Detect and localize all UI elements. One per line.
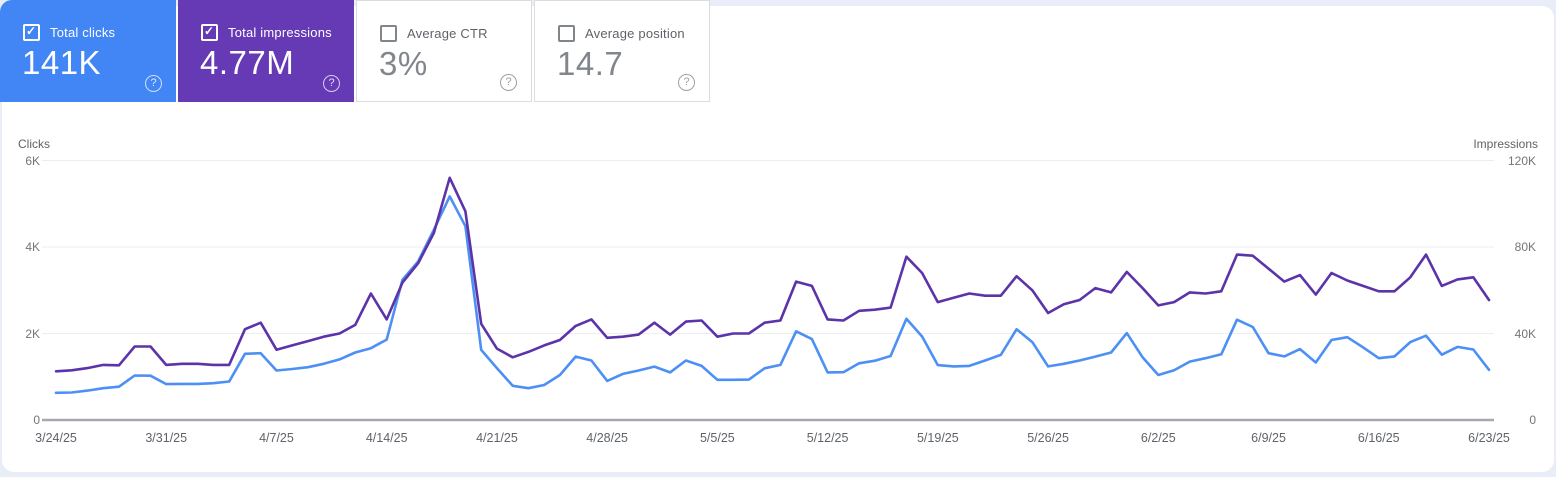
right-axis-title: Impressions <box>1473 137 1538 151</box>
help-circle-icon[interactable]: ? <box>323 75 340 92</box>
card-value: 141K <box>22 44 102 81</box>
card-value: 14.7 <box>557 45 624 82</box>
card-total-clicks[interactable]: ✓ Total clicks 141K ? <box>0 0 176 102</box>
date-label: 5/5/25 <box>699 431 735 445</box>
right-tick-label: 0 <box>1529 413 1536 427</box>
date-label: 5/26/25 <box>1027 431 1069 445</box>
total-impressions-checkbox[interactable]: ✓ <box>201 24 218 41</box>
help-circle-icon[interactable]: ? <box>145 75 162 92</box>
average-position-checkbox[interactable]: ✓ <box>558 25 575 42</box>
right-tick-label: 120K <box>1507 153 1536 168</box>
help-circle-icon[interactable]: ? <box>678 74 695 91</box>
card-total-impressions[interactable]: ✓ Total impressions 4.77M ? <box>178 0 354 102</box>
card-value: 3% <box>379 45 428 82</box>
date-label: 4/21/25 <box>476 431 518 445</box>
left-tick-label: 4K <box>25 240 40 254</box>
left-tick-label: 2K <box>25 326 40 341</box>
date-label: 3/31/25 <box>145 431 188 445</box>
total-clicks-line <box>54 195 1491 395</box>
total-impressions-line <box>54 176 1491 373</box>
date-label: 6/2/25 <box>1140 431 1176 445</box>
left-axis-title: Clicks <box>18 137 50 151</box>
left-tick-label: 0 <box>33 413 40 427</box>
card-header: ✓ Total impressions <box>201 24 332 41</box>
left-tick-label: 6K <box>25 153 40 168</box>
date-label: 6/23/25 <box>1468 431 1510 445</box>
date-label: 5/19/25 <box>916 431 959 445</box>
average-ctr-checkbox[interactable]: ✓ <box>380 25 397 42</box>
card-label: Average position <box>585 26 685 41</box>
card-label: Total impressions <box>228 25 332 40</box>
card-average-position[interactable]: ✓ Average position 14.7 ? <box>534 0 710 102</box>
right-tick-label: 80K <box>1514 240 1536 254</box>
card-header: ✓ Total clicks <box>23 24 115 41</box>
card-header: ✓ Average CTR <box>380 25 488 42</box>
date-label: 4/14/25 <box>365 431 408 445</box>
card-value: 4.77M <box>200 44 295 81</box>
right-tick-label: 40K <box>1514 326 1536 341</box>
date-label: 4/7/25 <box>259 431 294 445</box>
check-icon: ✓ <box>26 24 37 38</box>
metric-cards: ✓ Total clicks 141K ? ✓ Total impression… <box>0 0 712 102</box>
date-label: 6/9/25 <box>1251 431 1286 445</box>
card-header: ✓ Average position <box>558 25 685 42</box>
total-clicks-checkbox[interactable]: ✓ <box>23 24 40 41</box>
date-label: 4/28/25 <box>586 431 628 445</box>
card-label: Average CTR <box>407 26 488 41</box>
date-label: 5/12/25 <box>806 431 849 445</box>
date-label: 3/24/25 <box>35 431 77 445</box>
help-circle-icon[interactable]: ? <box>500 74 517 91</box>
check-icon: ✓ <box>204 24 215 38</box>
card-label: Total clicks <box>50 25 116 40</box>
date-label: 6/16/25 <box>1357 431 1400 445</box>
card-average-ctr[interactable]: ✓ Average CTR 3% ? <box>356 0 532 102</box>
